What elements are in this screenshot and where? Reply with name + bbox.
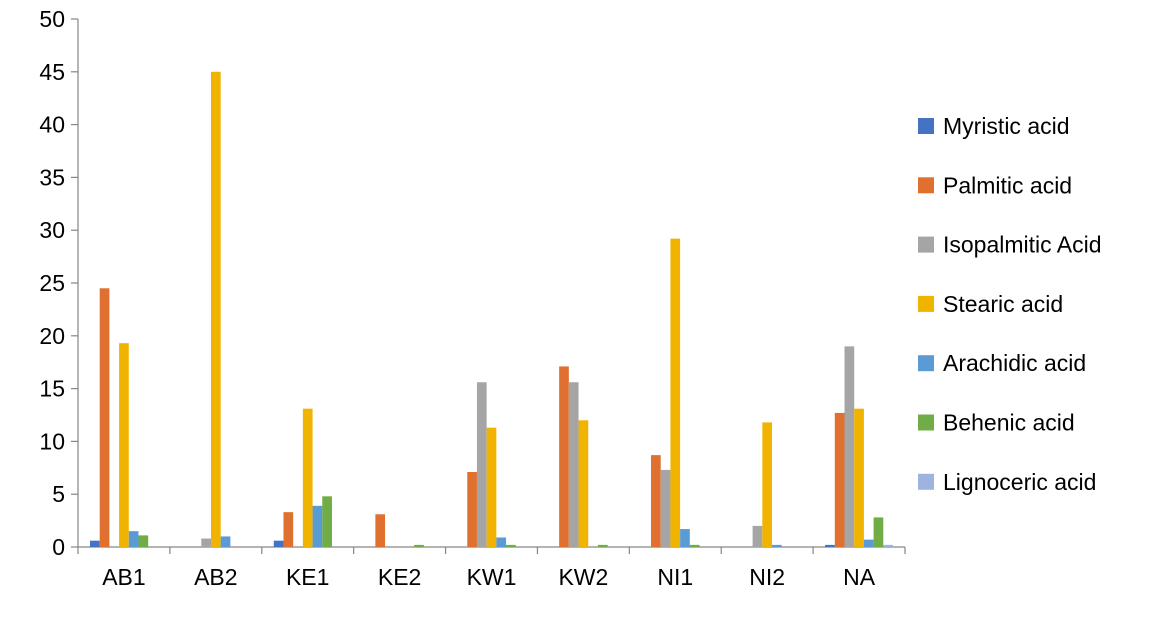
bar-behenic-acid-kw2 [597,544,608,547]
legend-label: Myristic acid [943,113,1070,139]
legend-item: Lignoceric acid [918,469,1096,495]
legend-label: Arachidic acid [943,350,1086,376]
legend-swatch [918,295,934,312]
bar-isopalmitic-acid-ni1 [660,469,671,547]
legend-swatch [918,177,934,194]
bar-arachidic-acid-ke1 [312,505,323,547]
y-tick-label: 45 [39,59,65,85]
bar-palmitic-acid-ni1 [651,455,661,547]
bar-palmitic-acid-kw2 [559,366,569,547]
bar-myristic-acid-ke1 [273,540,284,547]
x-tick-label: NI2 [749,564,785,590]
x-tick-label: AB2 [194,564,237,590]
bar-stearic-acid-ke1 [302,408,313,547]
legend-item: Isopalmitic Acid [918,232,1102,258]
x-tick-label: KE2 [378,564,421,590]
bar-palmitic-acid-kw1 [467,472,477,547]
y-tick-label: 40 [39,112,65,138]
legend-swatch [918,118,934,134]
bar-stearic-acid-kw2 [578,420,589,547]
bar-myristic-acid-na [825,544,835,547]
bar-lignoceric-acid-na [883,544,894,547]
y-tick-label: 15 [39,376,65,402]
legend-label: Isopalmitic Acid [943,232,1102,258]
y-axis: 0 5 10 15 20 25 30 35 40 45 50 [39,6,79,560]
bar-stearic-acid-ni2 [762,422,773,547]
bar-arachidic-acid-ni1 [680,529,690,547]
bar-stearic-acid-na [854,408,864,547]
legend-label: Palmitic acid [943,172,1072,198]
legend: Myristic acid Palmitic acid Isopalmitic Ac… [918,113,1102,495]
bar-arachidic-acid-ab1 [128,531,139,547]
x-axis: AB1 AB2 KE1 KE2 KW1 KW2 NI1 NI2 NA [77,546,906,590]
bar-palmitic-acid-ab1 [99,288,110,547]
y-tick-label: 30 [39,217,65,243]
y-tick-label: 10 [39,428,65,454]
bars [89,71,894,548]
bar-isopalmitic-acid-na [844,346,855,547]
x-tick-label: AB1 [102,564,145,590]
legend-swatch [918,236,934,253]
bar-arachidic-acid-kw1 [496,537,507,547]
legend-label: Behenic acid [943,410,1075,436]
bar-stearic-acid-ab1 [119,343,129,547]
bar-isopalmitic-acid-kw1 [476,382,487,547]
x-tick-label: NI1 [657,564,693,590]
legend-label: Stearic acid [943,291,1063,317]
bar-stearic-acid-ni1 [670,238,681,547]
y-tick-label: 5 [52,481,65,507]
legend-item: Stearic acid [918,291,1063,317]
bar-palmitic-acid-na [834,412,845,547]
legend-item: Myristic acid [918,113,1070,139]
bar-arachidic-acid-ab2 [220,536,231,547]
bar-palmitic-acid-ke1 [283,512,294,547]
bar-arachidic-acid-na [863,539,874,547]
y-tick-label: 0 [52,534,65,560]
bar-behenic-acid-na [873,517,884,547]
y-tick-label: 25 [39,270,65,296]
x-tick-label: NA [843,564,876,590]
legend-item: Behenic acid [918,410,1075,436]
legend-item: Arachidic acid [918,350,1086,376]
bar-isopalmitic-acid-ni2 [752,525,763,547]
legend-swatch [918,355,934,372]
bar-behenic-acid-ni1 [689,544,700,547]
bar-myristic-acid-ab1 [89,540,100,547]
y-tick-label: 20 [39,323,65,349]
bar-arachidic-acid-ni2 [772,544,782,547]
x-tick-label: KW2 [558,564,608,590]
legend-swatch [918,473,934,490]
legend-swatch [918,414,934,431]
bar-stearic-acid-kw1 [486,427,497,547]
y-tick-label: 50 [39,6,65,32]
bar-behenic-acid-kw1 [506,544,516,547]
y-tick-label: 35 [39,164,65,190]
bar-isopalmitic-acid-ab2 [201,538,211,547]
bar-isopalmitic-acid-kw2 [568,382,579,547]
x-tick-label: KE1 [286,564,329,590]
bar-behenic-acid-ab1 [138,535,149,547]
bar-behenic-acid-ke2 [414,544,424,547]
bar-palmitic-acid-ke2 [375,514,386,547]
x-tick-label: KW1 [467,564,517,590]
bar-behenic-acid-ke1 [322,496,332,547]
legend-label: Lignoceric acid [943,469,1096,495]
bar-stearic-acid-ab2 [210,71,221,548]
legend-item: Palmitic acid [918,172,1072,198]
